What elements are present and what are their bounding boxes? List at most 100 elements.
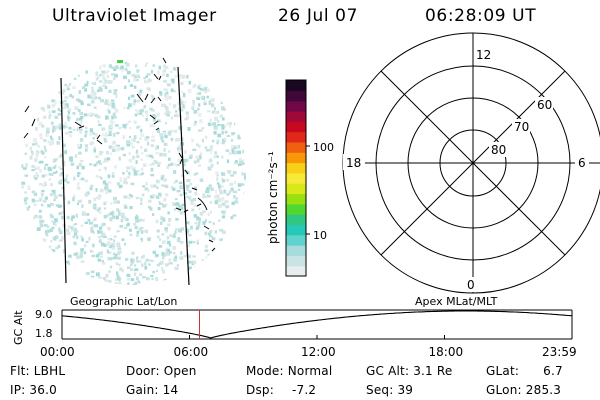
emission-speckle <box>116 200 120 204</box>
colorbar-swatches <box>286 80 306 277</box>
emission-speckle <box>202 195 207 199</box>
emission-speckle <box>140 108 145 113</box>
emission-speckle <box>187 260 191 264</box>
emission-speckle <box>212 222 215 225</box>
emission-speckle <box>156 235 160 239</box>
emission-speckle <box>92 146 97 149</box>
emission-speckle <box>64 121 67 125</box>
emission-speckle <box>152 118 156 122</box>
timeline-right-title: Apex MLat/MLT <box>415 295 498 308</box>
emission-speckle <box>94 96 97 100</box>
emission-speckle <box>62 249 66 254</box>
emission-speckle <box>120 212 125 217</box>
emission-speckle <box>178 181 183 185</box>
emission-speckle <box>202 210 206 213</box>
emission-speckle <box>76 127 79 131</box>
emission-speckle <box>107 227 111 230</box>
emission-speckle <box>23 167 27 170</box>
emission-speckle <box>69 134 72 138</box>
emission-speckle <box>141 219 145 222</box>
colorbar-swatch <box>286 152 306 164</box>
emission-speckle <box>112 149 116 152</box>
emission-speckle <box>109 265 113 269</box>
emission-speckle <box>153 159 157 164</box>
emission-speckle <box>221 130 224 135</box>
emission-speckle <box>77 174 80 177</box>
emission-speckle <box>127 282 130 285</box>
emission-speckle <box>178 126 183 130</box>
emission-speckle <box>193 172 197 176</box>
colorbar-swatch <box>286 255 306 267</box>
emission-speckle <box>56 141 60 145</box>
emission-speckle <box>159 92 163 96</box>
emission-speckle <box>133 166 136 170</box>
emission-speckle <box>164 112 167 116</box>
emission-speckle <box>182 104 185 108</box>
emission-speckle <box>175 198 178 201</box>
emission-speckle <box>165 106 169 110</box>
emission-speckle <box>93 217 97 221</box>
emission-speckle <box>234 160 238 163</box>
emission-speckle <box>80 248 84 252</box>
emission-speckle <box>168 262 173 265</box>
emission-speckle <box>103 243 107 247</box>
emission-speckle <box>199 87 203 91</box>
emission-speckle <box>204 190 207 193</box>
emission-speckle <box>153 115 157 119</box>
emission-speckle <box>54 158 58 161</box>
emission-speckle <box>112 215 116 219</box>
lat-label-70: 70 <box>514 120 529 134</box>
emission-speckle <box>152 194 155 197</box>
emission-speckle <box>96 209 100 212</box>
emission-speckle <box>155 152 159 155</box>
emission-speckle <box>58 155 62 159</box>
emission-speckle <box>223 210 227 213</box>
emission-speckle <box>50 240 53 243</box>
emission-speckle <box>172 233 176 237</box>
emission-speckle <box>147 142 150 146</box>
emission-speckle <box>108 64 112 68</box>
emission-speckle <box>172 252 176 255</box>
emission-speckle <box>192 255 196 258</box>
emission-speckle <box>119 177 123 181</box>
emission-speckle <box>174 202 178 206</box>
emission-speckle <box>176 264 180 267</box>
emission-speckle <box>136 141 140 144</box>
emission-speckle <box>112 145 116 149</box>
emission-speckle <box>28 205 31 208</box>
emission-speckle <box>63 99 67 103</box>
emission-speckle <box>109 131 112 135</box>
emission-speckle <box>163 179 166 182</box>
emission-speckle <box>40 150 44 154</box>
emission-speckle <box>111 174 115 178</box>
emission-speckle <box>220 185 225 188</box>
emission-speckle <box>202 193 206 197</box>
emission-speckle <box>39 196 43 200</box>
emission-speckle <box>136 260 140 263</box>
emission-speckle <box>179 206 184 210</box>
emission-speckle <box>221 117 225 121</box>
emission-speckle <box>201 88 205 92</box>
emission-speckle <box>186 195 190 199</box>
emission-speckle <box>130 142 133 146</box>
emission-speckle <box>116 271 119 275</box>
emission-speckle <box>172 107 176 110</box>
emission-speckle <box>223 189 227 193</box>
emission-speckle <box>111 66 115 69</box>
emission-speckle <box>157 164 160 167</box>
emission-speckle <box>49 167 53 170</box>
emission-speckle <box>95 161 98 166</box>
emission-speckle <box>200 128 203 132</box>
emission-speckle <box>169 234 173 237</box>
emission-speckle <box>216 139 220 143</box>
emission-speckle <box>134 75 138 80</box>
emission-speckle <box>76 165 79 170</box>
emission-speckle <box>152 64 156 67</box>
emission-speckle <box>113 239 116 243</box>
emission-speckle <box>178 138 183 141</box>
emission-speckle <box>150 94 154 97</box>
emission-speckle <box>165 229 168 233</box>
emission-speckle <box>108 257 113 261</box>
emission-speckle <box>226 121 231 126</box>
emission-speckle <box>197 217 201 220</box>
